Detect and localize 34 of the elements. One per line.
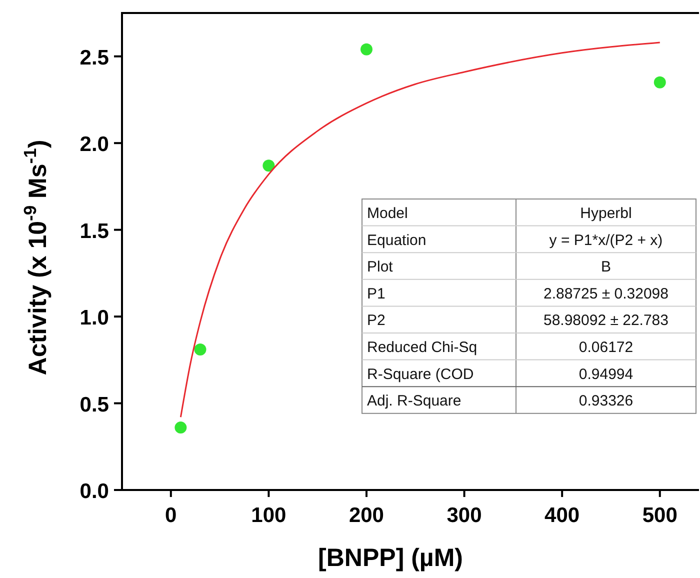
y-tick-label: 1.0 bbox=[80, 306, 109, 330]
y-tick-label: 0.5 bbox=[80, 393, 110, 416]
point bbox=[654, 76, 666, 88]
x-tick-label: 0 bbox=[165, 504, 177, 527]
x-axis-title: [BNPP] (µM) bbox=[318, 544, 463, 572]
annotation: Hyperbl bbox=[580, 205, 632, 222]
point bbox=[360, 43, 372, 56]
annotation: y = P1*x/(P2 + x) bbox=[549, 232, 663, 249]
annotation: Reduced Chi-Sq bbox=[367, 339, 478, 356]
annotation: Equation bbox=[367, 232, 426, 249]
annotation: 0.94994 bbox=[578, 366, 634, 383]
x-tick-label: 300 bbox=[446, 504, 482, 527]
y-tick-label: 2.0 bbox=[80, 133, 109, 156]
annotation: Model bbox=[367, 205, 408, 222]
x-tick-label: 400 bbox=[544, 504, 580, 527]
point bbox=[194, 344, 206, 356]
annotation: B bbox=[600, 258, 612, 276]
annotation: P1 bbox=[367, 285, 386, 302]
annotation: Adj. R-Square bbox=[367, 392, 462, 410]
annotation: P2 bbox=[367, 312, 386, 330]
annotation: 2.88725 ± 0.32098 bbox=[543, 285, 669, 302]
y-tick-label: 0.0 bbox=[80, 480, 109, 503]
annotation: R-Square (COD bbox=[367, 366, 474, 383]
annotation: 0.93326 bbox=[578, 392, 634, 410]
x-tick-label: 200 bbox=[348, 504, 384, 527]
annotation: 0.06172 bbox=[578, 339, 634, 356]
x-tick-label: 500 bbox=[642, 504, 678, 527]
annotation: Plot bbox=[367, 258, 394, 276]
annotation: 58.98092 ± 22.783 bbox=[543, 312, 669, 330]
y-tick-label: 2.5 bbox=[80, 46, 110, 70]
x-tick-label: 100 bbox=[251, 504, 286, 527]
y-tick-label: 1.5 bbox=[80, 220, 110, 243]
point bbox=[262, 160, 275, 172]
point bbox=[174, 422, 187, 434]
